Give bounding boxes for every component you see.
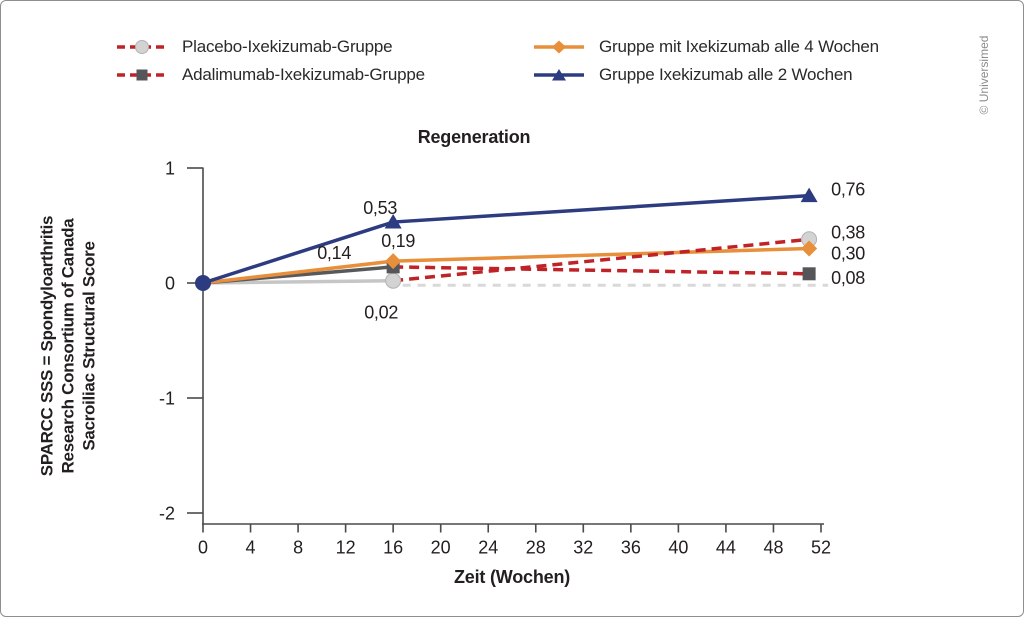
legend-label: Gruppe Ixekizumab alle 2 Wochen [599,65,853,84]
y-tick-label: -2 [159,504,175,524]
diamond-marker-icon [552,40,566,54]
x-tick-label: 20 [431,538,451,558]
x-tick-label: 0 [198,538,208,558]
x-tick-label: 40 [668,538,688,558]
x-tick-label: 44 [716,538,736,558]
point-label: 0,02 [364,303,398,323]
x-tick-label: 28 [526,538,546,558]
legend-item-q4w: Gruppe mit Ixekizumab alle 4 Wochen [533,37,879,57]
point-label: 0,19 [381,231,415,251]
data-marker-triangle [800,187,818,203]
point-label: 0,53 [363,198,397,218]
legend-item-adalimumab: Adalimumab-Ixekizumab-Gruppe [116,65,425,85]
triangle-marker-icon [552,69,566,81]
data-marker-square [802,267,816,281]
legend-sample-red-dash-circle [117,40,167,54]
legend-item-placebo: Placebo-Ixekizumab-Gruppe [116,37,393,57]
legend-sample-orange-diamond [534,40,584,54]
legend-item-q2w: Gruppe Ixekizumab alle 2 Wochen [533,65,853,85]
x-tick-label: 8 [293,538,303,558]
legend-sample-blue-triangle [534,69,584,81]
origin-marker [195,275,211,291]
x-tick-label: 4 [246,538,256,558]
legend-label: Gruppe mit Ixekizumab alle 4 Wochen [599,37,879,56]
series-line [393,265,810,276]
series-line [392,237,810,283]
x-tick-label: 32 [573,538,593,558]
y-tick-label: -1 [159,389,175,409]
point-label: 0,08 [831,268,865,288]
circle-marker-icon [135,40,149,54]
square-marker-icon [136,69,148,81]
x-tick-label: 36 [621,538,641,558]
legend-sample-red-dash-square [117,69,167,81]
legend-label: Placebo-Ixekizumab-Gruppe [182,37,393,56]
data-marker-circle [385,272,402,289]
chart-title: Regeneration [417,127,531,147]
x-tick-label: 24 [478,538,498,558]
series-line [202,278,394,285]
y-tick-label: 0 [165,274,175,294]
legend-label: Adalimumab-Ixekizumab-Gruppe [182,65,425,84]
point-label: 0,38 [831,222,865,242]
x-axis-label: Zeit (Wochen) [453,567,571,587]
point-label: 0,14 [317,243,351,263]
data-marker-diamond [801,240,818,257]
data-marker-diamond [385,253,402,270]
point-label: 0,30 [831,244,865,264]
point-label: 0,76 [831,180,865,200]
data-marker-triangle [384,214,402,229]
x-tick-label: 12 [336,538,356,558]
y-tick-label: 1 [165,159,175,179]
x-tick-label: 16 [383,538,403,558]
x-tick-label: 52 [811,538,831,558]
x-tick-label: 48 [763,538,783,558]
